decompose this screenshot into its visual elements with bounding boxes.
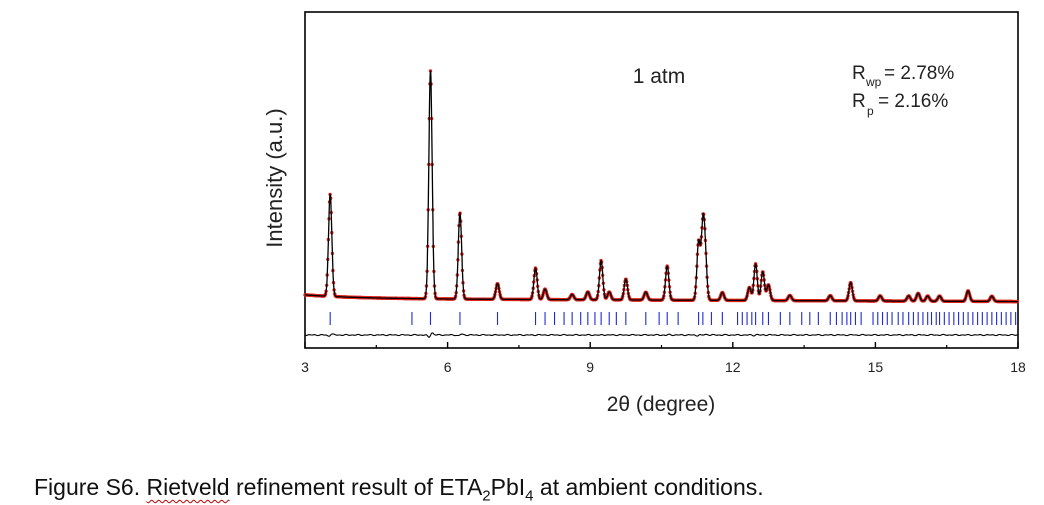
rwp-subscript: wp bbox=[865, 75, 882, 89]
rp-subscript: p bbox=[867, 104, 874, 118]
rp-value: = 2.16% bbox=[878, 91, 948, 112]
caption-sub-2: 2 bbox=[482, 487, 491, 505]
x-tick-label: 15 bbox=[868, 359, 884, 375]
caption-rietveld: Rietveld bbox=[146, 474, 230, 500]
rp-symbol: R bbox=[852, 91, 866, 112]
x-tick-label: 12 bbox=[725, 359, 741, 375]
rwp-value: = 2.78% bbox=[884, 63, 954, 84]
x-tick-label: 9 bbox=[586, 359, 594, 375]
reflection-markers bbox=[329, 312, 1017, 325]
caption-end: at ambient conditions. bbox=[533, 474, 764, 500]
x-tick-label: 6 bbox=[444, 359, 452, 375]
difference-line bbox=[304, 332, 1018, 338]
rwp-symbol: R bbox=[852, 63, 866, 84]
rp-annotation: R p = 2.16% bbox=[852, 91, 948, 118]
rwp-annotation: R wp = 2.78% bbox=[852, 63, 954, 89]
caption-prefix: Figure S6. bbox=[34, 474, 147, 500]
x-tick-label: 3 bbox=[301, 359, 309, 375]
series-layer bbox=[303, 69, 1020, 338]
y-axis-label: Intensity (a.u.) bbox=[262, 108, 287, 247]
x-axis-label: 2θ (degree) bbox=[607, 393, 716, 416]
pressure-annotation: 1 atm bbox=[633, 65, 686, 88]
x-tick-label: 18 bbox=[1010, 359, 1026, 375]
caption-pbi: PbI bbox=[490, 474, 526, 500]
caption-middle: refinement result of ETA bbox=[229, 474, 483, 500]
figure-caption: Figure S6. Rietveld refinement result of… bbox=[34, 474, 764, 505]
x-axis-ticks: 3 6 9 12 15 18 bbox=[301, 342, 1026, 375]
calculated-line bbox=[305, 70, 1018, 303]
plot-frame bbox=[304, 11, 1019, 349]
caption-sub-4: 4 bbox=[525, 487, 534, 505]
